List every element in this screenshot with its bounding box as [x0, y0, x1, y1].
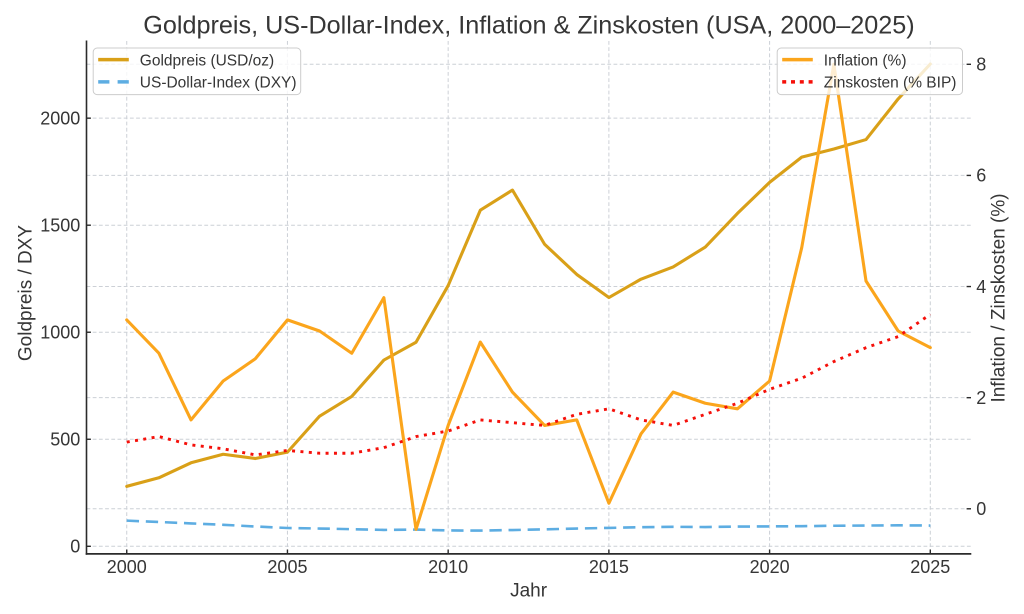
svg-text:Zinskosten (% BIP): Zinskosten (% BIP): [824, 75, 957, 92]
svg-text:Goldpreis, US-Dollar-Index, In: Goldpreis, US-Dollar-Index, Inflation & …: [143, 12, 914, 40]
svg-text:2015: 2015: [589, 557, 629, 577]
svg-text:0: 0: [976, 499, 986, 519]
svg-text:2: 2: [976, 388, 986, 408]
svg-text:2005: 2005: [267, 557, 307, 577]
svg-text:2000: 2000: [40, 108, 80, 128]
svg-text:Goldpreis / DXY: Goldpreis / DXY: [15, 225, 36, 362]
svg-text:2000: 2000: [107, 557, 147, 577]
svg-text:2020: 2020: [750, 557, 790, 577]
svg-text:Goldpreis (USD/oz): Goldpreis (USD/oz): [140, 52, 274, 69]
svg-text:4: 4: [976, 277, 986, 297]
svg-text:500: 500: [50, 430, 80, 450]
svg-text:US-Dollar-Index (DXY): US-Dollar-Index (DXY): [140, 75, 297, 92]
svg-text:6: 6: [976, 166, 986, 186]
svg-text:2025: 2025: [910, 557, 950, 577]
svg-text:Inflation (%): Inflation (%): [824, 52, 907, 69]
svg-text:8: 8: [976, 55, 986, 75]
svg-text:1000: 1000: [40, 323, 80, 343]
svg-text:1500: 1500: [40, 215, 80, 235]
svg-text:0: 0: [70, 537, 80, 557]
svg-text:Inflation / Zinskosten (%): Inflation / Zinskosten (%): [989, 193, 1010, 402]
svg-text:Jahr: Jahr: [510, 581, 548, 602]
svg-text:2010: 2010: [428, 557, 468, 577]
